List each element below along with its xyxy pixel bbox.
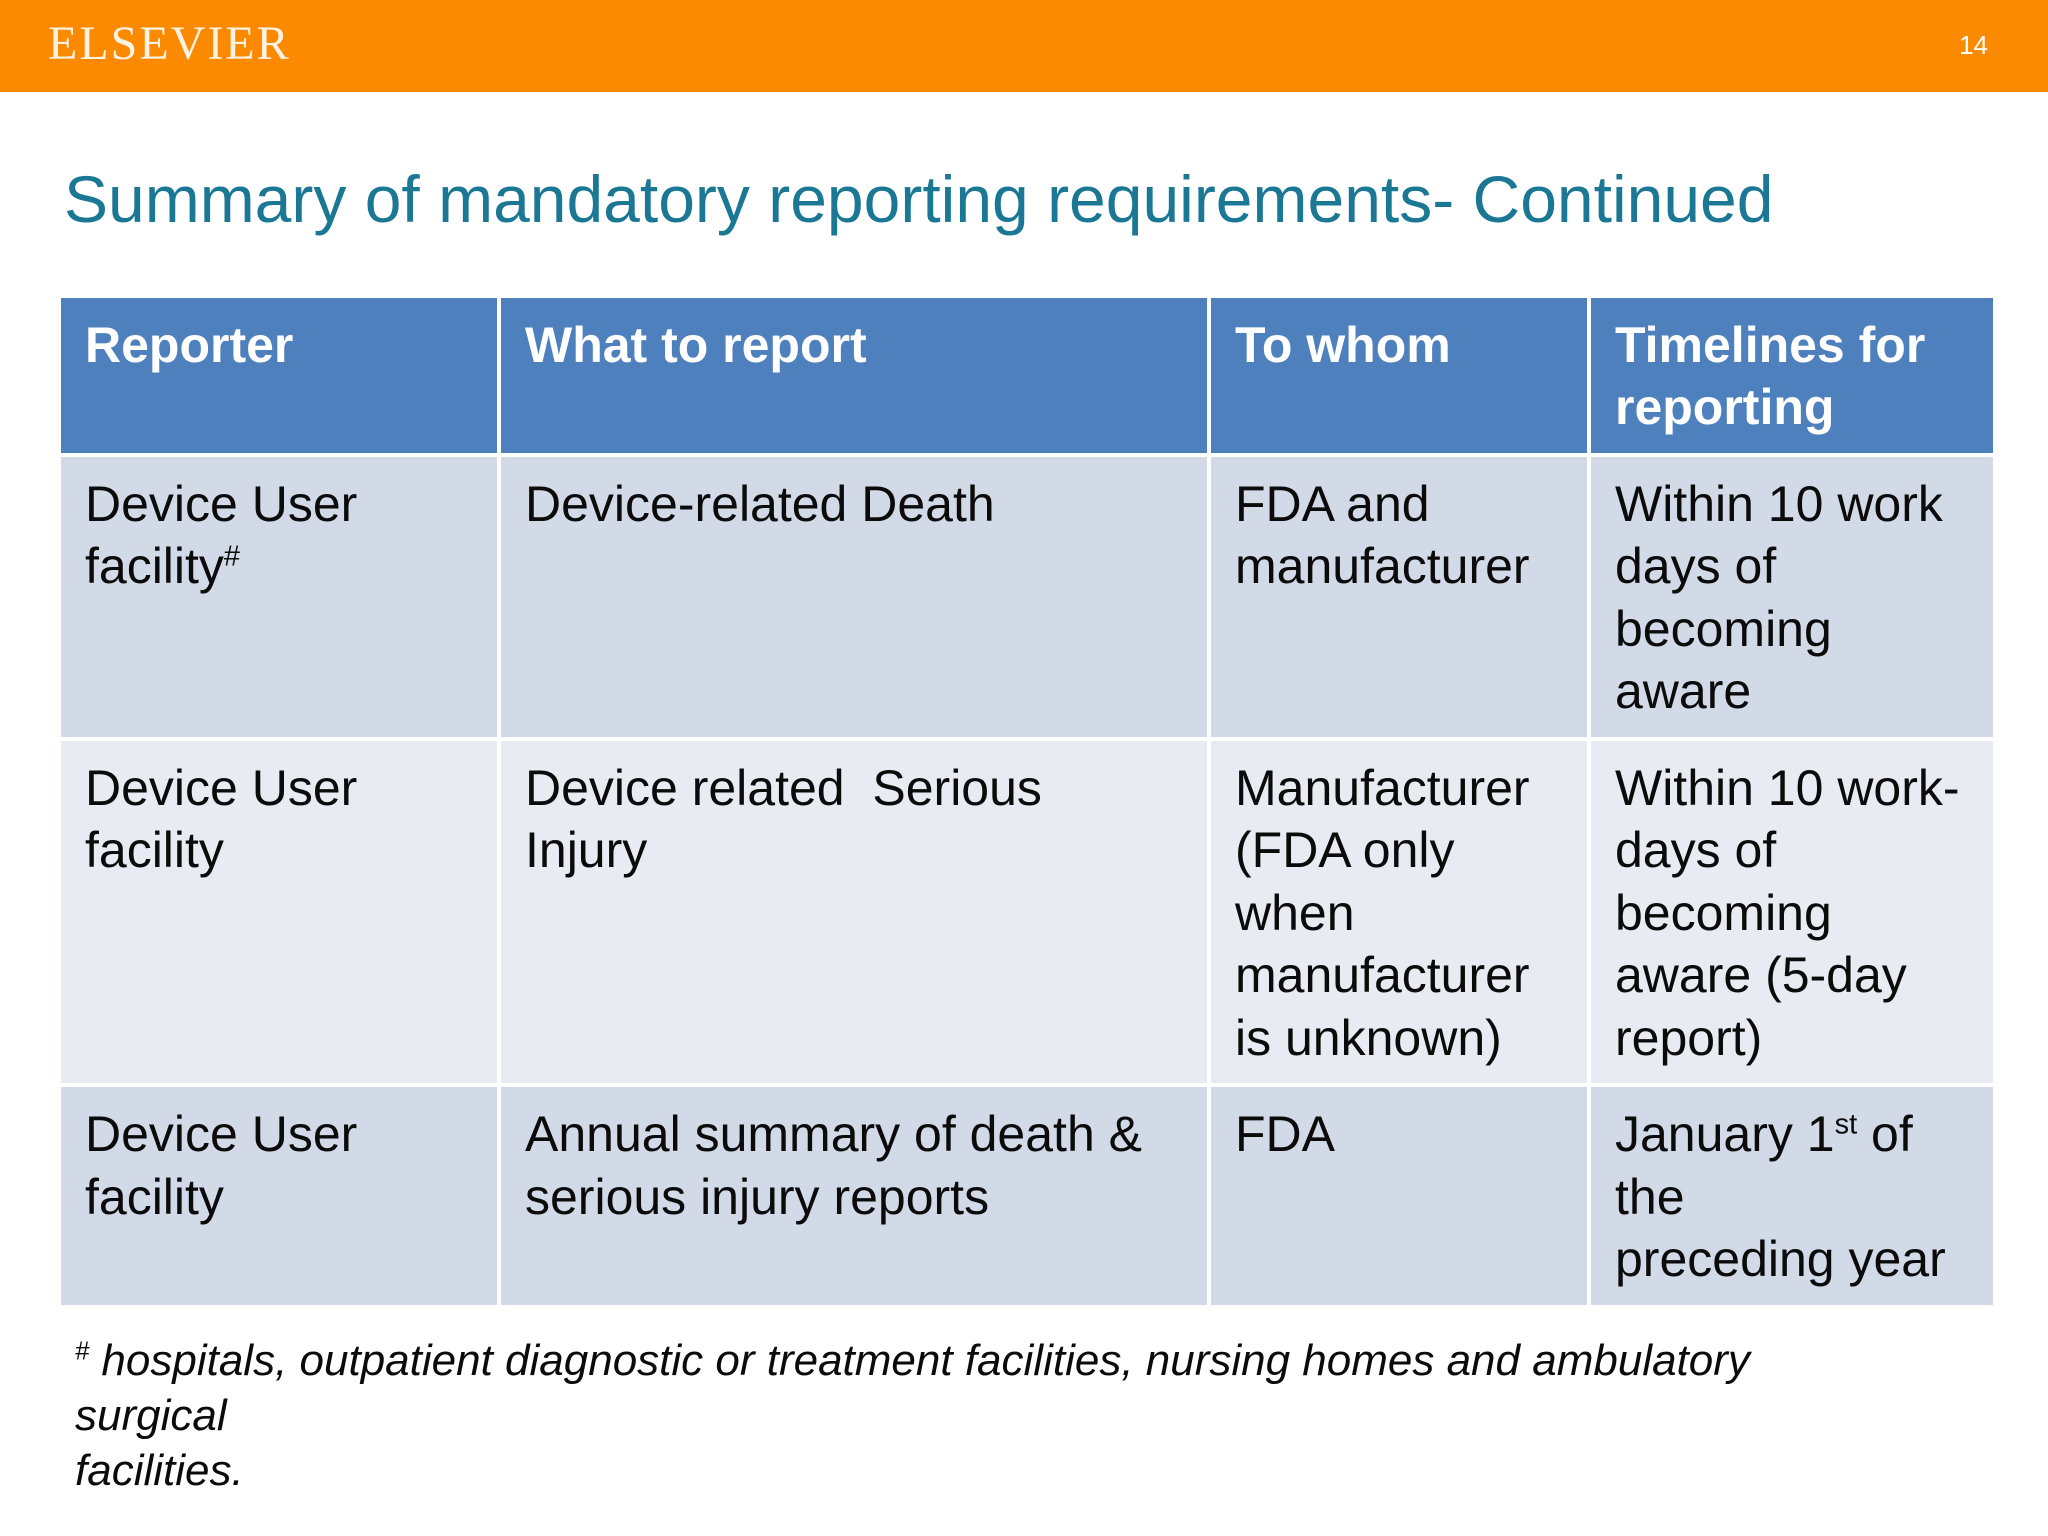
table-header-row: Reporter What to report To whom Timeline…	[57, 293, 1997, 457]
cell-text: Device related Serious Injury	[525, 759, 1042, 879]
cell-text: FDA and manufacturer	[1235, 475, 1530, 595]
cell-reporter: Device User facility#	[57, 452, 501, 741]
cell-text: Within 10 work days of becoming aware	[1615, 475, 1943, 720]
footnote-text: hospitals, outpatient diagnostic or trea…	[75, 1335, 1750, 1495]
footnote-marker: #	[75, 1337, 90, 1366]
table-row: Device User facility Device related Seri…	[57, 736, 1997, 1088]
cell-text: Device-related Death	[525, 475, 995, 532]
col-header-timelines: Timelines for reporting	[1587, 293, 1997, 457]
table-row: Device User facility Annual summary of d…	[57, 1083, 1997, 1309]
cell-reporter: Device User facility	[57, 736, 501, 1088]
cell-what-to-report: Annual summary of death & serious injury…	[497, 1083, 1211, 1309]
cell-timeline: Within 10 work days of becoming aware	[1587, 452, 1997, 741]
cell-to-whom: Manufacturer (FDA only when manufacturer…	[1207, 736, 1591, 1088]
cell-text: Device User facility	[85, 475, 358, 595]
page-number: 14	[1959, 30, 1988, 60]
cell-text: Device User facility	[85, 759, 358, 879]
cell-to-whom: FDA	[1207, 1083, 1591, 1309]
cell-text: of the preceding year	[1615, 1106, 1946, 1288]
cell-text: Within 10 work- days of becoming aware (…	[1615, 759, 1960, 1066]
table-row: Device User facility# Device-related Dea…	[57, 452, 1997, 741]
elsevier-logo: ELSEVIER	[48, 17, 291, 70]
cell-text: FDA	[1235, 1106, 1335, 1163]
superscript: st	[1834, 1108, 1858, 1141]
cell-timeline: January 1st of the preceding year	[1587, 1083, 1997, 1309]
footnote: # hospitals, outpatient diagnostic or tr…	[75, 1333, 1865, 1498]
cell-text: January 1	[1615, 1106, 1835, 1163]
cell-to-whom: FDA and manufacturer	[1207, 452, 1591, 741]
cell-text: Device User facility	[85, 1106, 358, 1225]
cell-reporter: Device User facility	[57, 1083, 501, 1309]
cell-timeline: Within 10 work- days of becoming aware (…	[1587, 736, 1997, 1088]
col-header-reporter: Reporter	[57, 293, 501, 457]
cell-text: Manufacturer (FDA only when manufacturer…	[1235, 759, 1530, 1066]
footnote-marker-sup: #	[223, 540, 241, 573]
page-title: Summary of mandatory reporting requireme…	[64, 162, 1774, 236]
col-header-what-to-report: What to report	[497, 293, 1211, 457]
cell-text: Annual summary of death & serious injury…	[525, 1106, 1142, 1225]
cell-what-to-report: Device-related Death	[497, 452, 1211, 741]
reporting-requirements-table: Reporter What to report To whom Timeline…	[57, 293, 1997, 1309]
col-header-to-whom: To whom	[1207, 293, 1591, 457]
header-banner: ELSEVIER 14	[0, 0, 2048, 92]
cell-what-to-report: Device related Serious Injury	[497, 736, 1211, 1088]
